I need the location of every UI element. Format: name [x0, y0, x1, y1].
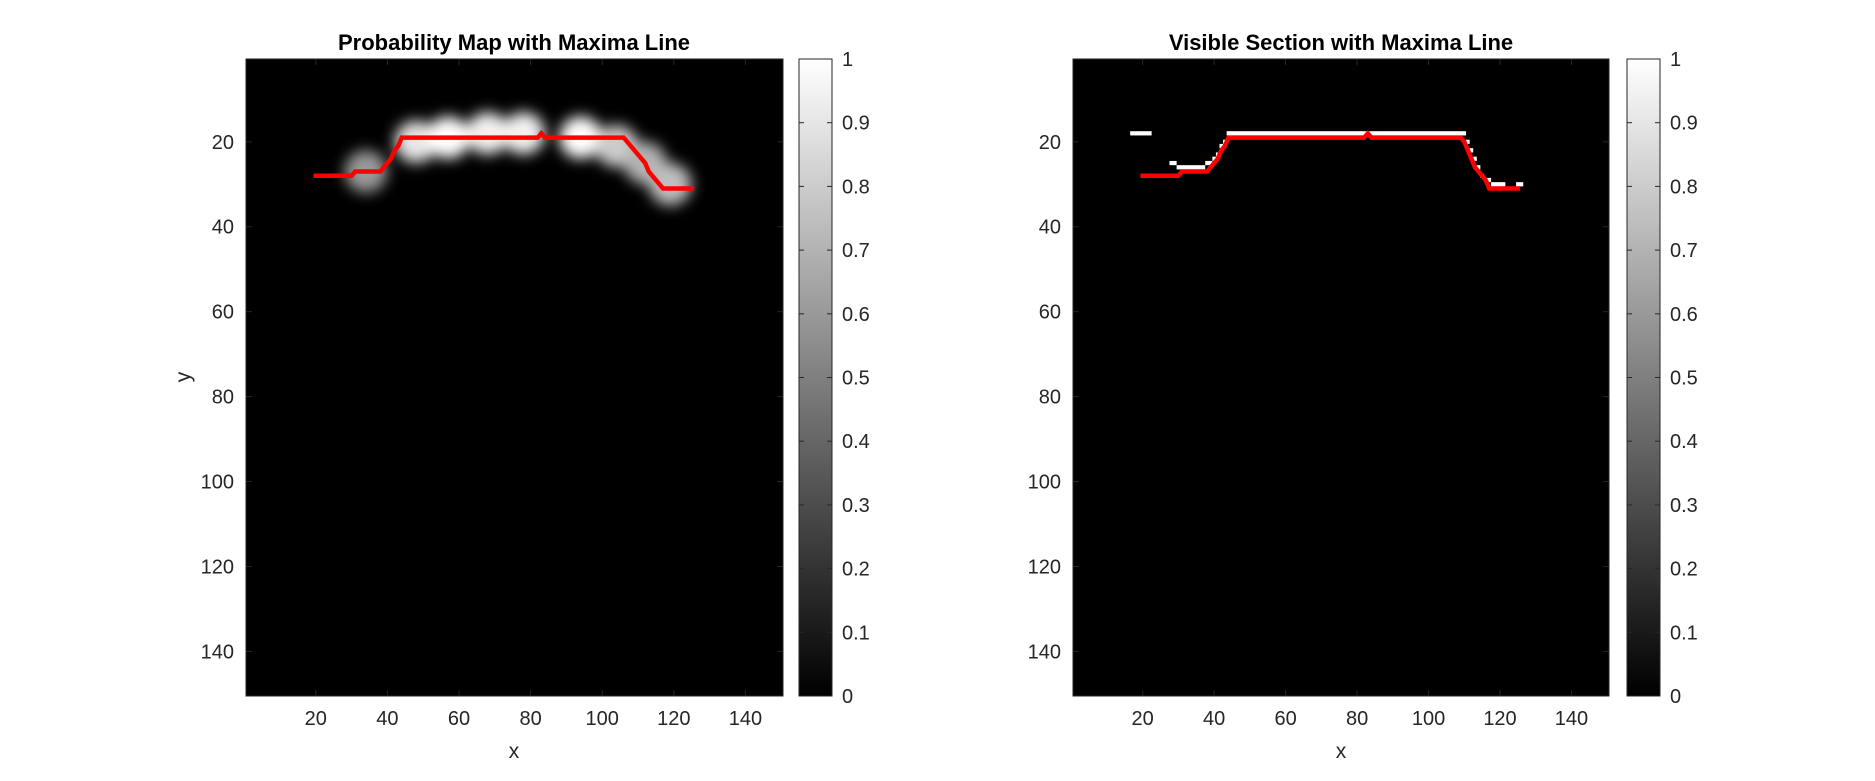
visible-pixel-run: [1205, 160, 1213, 166]
colorbar-gradient: [798, 58, 833, 697]
colorbar-tick-label: 0.4: [842, 431, 870, 453]
x-axis-ticks: 20 40 60 80 100 120 140: [1132, 59, 1588, 730]
y-tick-label: 20: [212, 132, 234, 154]
colorbar-tick-label: 0.5: [842, 368, 870, 390]
visible-pixel-run: [1219, 143, 1224, 149]
x-tick-label: 100: [1412, 708, 1445, 730]
colorbar: 0 0.1 0.2 0.3 0.4 0.5 0.6 0.7 0.8 0.9 1: [1626, 49, 1698, 708]
maxima-line: [313, 129, 694, 191]
visible-pixel-run: [1516, 182, 1524, 187]
colorbar-tick-label: 0.2: [842, 559, 870, 581]
axes-box: [1072, 58, 1610, 697]
y-axis-label: y: [172, 371, 195, 382]
colorbar-tick-label: 0.8: [1670, 176, 1698, 198]
y-tick-label: 60: [1039, 302, 1061, 324]
colorbar: 0 0.1 0.2 0.3 0.4 0.5 0.6 0.7 0.8 0.9 1: [798, 49, 870, 708]
x-tick-label: 40: [1203, 708, 1225, 730]
image-background: [246, 59, 783, 696]
y-tick-label: 80: [1039, 387, 1061, 409]
x-tick-label: 120: [1483, 708, 1516, 730]
x-tick-label: 80: [519, 708, 541, 730]
visible-pixel-run: [1466, 139, 1470, 144]
visible-pixel-run: [1212, 156, 1216, 161]
colorbar-tick-label: 0.3: [842, 495, 870, 517]
x-tick-label: 60: [1274, 708, 1296, 730]
visible-pixel-run: [1469, 148, 1474, 153]
maxima-line: [1140, 129, 1521, 191]
colorbar-tick-label: 0.2: [1670, 559, 1698, 581]
visible-pixel-run: [1176, 165, 1206, 170]
x-tick-label: 20: [305, 708, 327, 730]
y-tick-label: 60: [212, 302, 234, 324]
x-axis-ticks: 20 40 60 80 100 120 140: [305, 59, 762, 730]
x-axis-label: x: [1336, 740, 1347, 763]
chart-title: Probability Map with Maxima Line: [338, 30, 690, 55]
maxima-line-path: [1140, 129, 1521, 191]
probability-blob: [648, 163, 692, 206]
visible-pixel-run: [1491, 182, 1506, 187]
colorbar-tick-label: 0.8: [842, 176, 870, 198]
visible-pixel-run: [1473, 156, 1477, 161]
x-tick-label: 120: [657, 708, 690, 730]
colorbar-ticks: 0 0.1 0.2 0.3 0.4 0.5 0.6 0.7 0.8 0.9 1: [799, 49, 870, 708]
x-tick-label: 100: [586, 708, 619, 730]
plot-area: [1072, 58, 1610, 697]
y-tick-label: 100: [1028, 472, 1061, 494]
y-tick-label: 80: [212, 387, 234, 409]
probability-blob: [394, 120, 438, 164]
colorbar-tick-label: 0.9: [1670, 113, 1698, 135]
colorbar-tick-label: 0.1: [842, 622, 870, 644]
y-axis-ticks: 20 40 60 80 100 120 140: [1028, 132, 1609, 663]
x-tick-label: 40: [376, 708, 398, 730]
y-tick-label: 40: [1039, 217, 1061, 239]
colorbar-ticks: 0 0.1 0.2 0.3 0.4 0.5 0.6 0.7 0.8 0.9 1: [1627, 49, 1698, 708]
image-background: [1073, 59, 1609, 696]
subplot-probability-map: Probability Map with Maxima Line 20 40 60 8…: [172, 30, 870, 763]
y-axis-ticks: 20 40 60 80 100 120 140: [201, 132, 783, 663]
y-tick-label: 140: [1028, 641, 1061, 663]
y-tick-label: 100: [201, 472, 234, 494]
x-tick-label: 140: [729, 708, 762, 730]
colorbar-gradient: [1626, 58, 1661, 697]
colorbar-tick-label: 0.5: [1670, 368, 1698, 390]
probability-blob: [466, 112, 510, 155]
colorbar-tick-label: 1: [1670, 49, 1681, 71]
axes-box: [245, 58, 784, 697]
colorbar-tick-label: 0: [1670, 686, 1681, 708]
chart-title: Visible Section with Maxima Line: [1169, 30, 1513, 55]
probability-blobs: [344, 112, 692, 206]
visible-pixel-run: [1226, 131, 1467, 136]
maxima-line-path: [313, 129, 694, 191]
colorbar-tick-label: 1: [842, 49, 853, 71]
colorbar-tick-label: 0: [842, 686, 853, 708]
x-tick-label: 140: [1555, 708, 1588, 730]
colorbar-tick-label: 0.6: [842, 304, 870, 326]
colorbar-tick-label: 0.3: [1670, 495, 1698, 517]
y-tick-label: 140: [201, 641, 234, 663]
colorbar-tick-label: 0.7: [1670, 240, 1698, 262]
subplot-visible-section: Visible Section with Maxima Line 20 40 60 8…: [1028, 30, 1698, 763]
colorbar-tick-label: 0.6: [1670, 304, 1698, 326]
colorbar-tick-label: 0.1: [1670, 622, 1698, 644]
x-tick-label: 60: [448, 708, 470, 730]
y-tick-label: 120: [1028, 556, 1061, 578]
probability-blob: [501, 112, 545, 155]
colorbar-tick-label: 0.4: [1670, 431, 1698, 453]
x-axis-label: x: [509, 740, 520, 763]
colorbar-tick-label: 0.9: [842, 113, 870, 135]
visible-pixel-run: [1169, 160, 1177, 166]
y-tick-label: 40: [212, 217, 234, 239]
y-tick-label: 120: [201, 556, 234, 578]
x-tick-label: 80: [1346, 708, 1368, 730]
visible-pixel-run: [1476, 165, 1481, 170]
colorbar-tick-label: 0.7: [842, 240, 870, 262]
visible-pixel-run: [1130, 131, 1152, 136]
x-tick-label: 20: [1132, 708, 1154, 730]
plot-area: [245, 58, 784, 697]
y-tick-label: 20: [1039, 132, 1061, 154]
